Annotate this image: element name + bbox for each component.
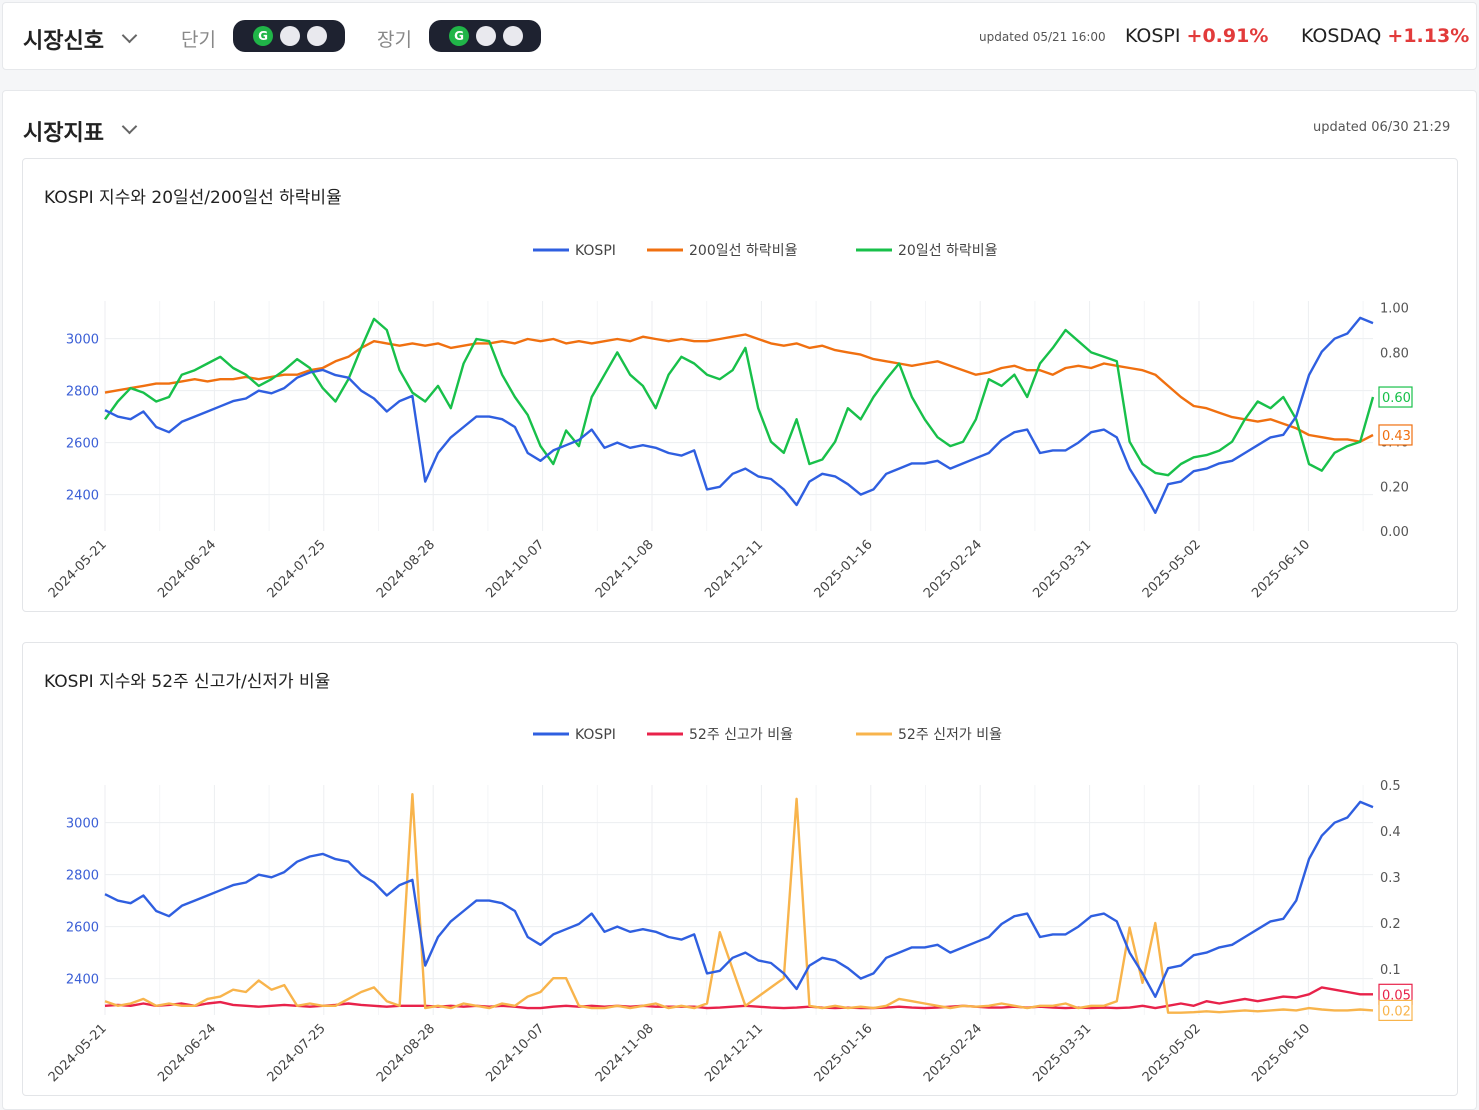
x-tick-label: 2024-05-21 [46,537,110,601]
legend-entry: 200일선 하락비율 [689,243,798,259]
y-right-tick-label: 0.20 [1380,480,1409,495]
x-tick-label: 2025-01-16 [812,1021,876,1085]
y-left-tick-label: 2400 [66,489,99,504]
y-right-tick-label: 0.2 [1380,917,1401,932]
chart-ma-decline-ratio: KOSPI 지수와 20일선/200일선 하락비율 2024-05-21 2024… [22,158,1458,612]
y-left-tick-label: 2600 [66,921,99,936]
x-tick-label: 2024-11-08 [593,537,657,601]
x-tick-label: 2024-12-11 [702,537,766,601]
x-tick-label: 2024-06-24 [155,1021,219,1085]
series-line [104,986,1373,1010]
x-tick-label: 2025-01-16 [812,537,876,601]
y-left-tick-label: 2800 [66,385,99,400]
x-tick-label: 2025-03-31 [1030,537,1094,601]
y-right-tick-label: 0.5 [1380,779,1401,794]
y-right-tick-label: 0.00 [1380,525,1409,540]
y-right-tick-label: 0.1 [1380,963,1401,978]
kospi-change-value: +0.91% [1186,25,1269,47]
end-value-label: 0.60 [1382,391,1411,406]
x-tick-label: 2024-10-07 [483,1021,547,1085]
x-tick-label: 2025-03-31 [1030,1021,1094,1085]
kospi-name: KOSPI [1125,25,1181,47]
market-signal-bar: 시장신호 단기 G 장기 G updated 05/21 16:00 KOSPI… [2,2,1477,70]
indicators-updated: updated 06/30 21:29 [1313,120,1451,135]
x-tick-label: 2024-08-28 [374,1021,438,1085]
y-right-tick-label: 0.4 [1380,825,1401,840]
chevron-down-icon[interactable] [121,27,138,44]
x-tick-label: 2025-02-24 [921,537,985,601]
x-tick-label: 2024-05-21 [46,1021,110,1085]
legend-entry: 52주 신저가 비율 [898,727,1002,743]
short-term-traffic-light: G [233,20,345,52]
long-term-traffic-light: G [429,20,541,52]
signal-title: 시장신호 [23,29,104,54]
y-left-tick-label: 2400 [66,973,99,988]
y-right-tick-label: 0.3 [1380,871,1401,886]
kosdaq-change-value: +1.13% [1387,25,1470,47]
off-light-icon [503,26,523,46]
x-tick-label: 2024-12-11 [702,1021,766,1085]
end-value-label: 0.02 [1382,1004,1411,1019]
x-tick-label: 2024-06-24 [155,537,219,601]
y-right-tick-label: 0.80 [1380,346,1409,361]
kosdaq-change: KOSDAQ +1.13% [1301,25,1469,47]
y-left-tick-label: 2600 [66,437,99,452]
end-value-label: 0.05 [1382,988,1411,1003]
series-line [104,800,1374,998]
series-line [104,316,1374,514]
legend-entry: KOSPI [575,727,616,743]
y-left-tick-label: 3000 [66,333,99,348]
x-tick-label: 2024-08-28 [374,537,438,601]
green-light-icon: G [449,26,469,46]
x-tick-label: 2025-06-10 [1249,537,1313,601]
chart-title: KOSPI 지수와 52주 신고가/신저가 비율 [44,672,331,692]
x-tick-label: 2024-11-08 [593,1021,657,1085]
x-tick-label: 2025-02-24 [921,1021,985,1085]
end-value-box [1378,999,1413,1021]
y-left-tick-label: 2800 [66,869,99,884]
y-right-tick-label: 1.00 [1380,302,1409,317]
off-light-icon [307,26,327,46]
off-light-icon [280,26,300,46]
end-value-label: 0.43 [1382,429,1411,444]
legend-entry: KOSPI [575,243,616,259]
x-tick-label: 2024-07-25 [265,1021,329,1085]
x-tick-label: 2025-05-02 [1140,537,1204,601]
indicators-title: 시장지표 [23,121,104,146]
kospi-change: KOSPI +0.91% [1125,25,1268,47]
off-light-icon [476,26,496,46]
end-value-box [1378,386,1413,408]
chart-svg[interactable]: 2024-05-21 2024-06-24 2024-07-25 2024-08-28… [23,643,1457,1095]
x-tick-label: 2024-07-25 [265,537,329,601]
end-value-box [1378,424,1413,446]
x-tick-label: 2025-05-02 [1140,1021,1204,1085]
chevron-down-icon[interactable] [121,118,138,135]
x-tick-label: 2024-10-07 [483,537,547,601]
kosdaq-name: KOSDAQ [1301,25,1382,47]
green-light-icon: G [253,26,273,46]
x-tick-label: 2025-06-10 [1249,1021,1313,1085]
long-term-label: 장기 [377,29,412,51]
chart-52week-high-low: KOSPI 지수와 52주 신고가/신저가 비율 2024-05-21 2024-… [22,642,1458,1096]
legend-entry: 20일선 하락비율 [898,243,998,259]
series-line [104,333,1374,443]
short-term-label: 단기 [181,29,216,51]
y-left-tick-label: 3000 [66,817,99,832]
signal-updated: updated 05/21 16:00 [979,30,1106,44]
series-line [104,317,1375,477]
chart-svg[interactable]: 2024-05-21 2024-06-24 2024-07-25 2024-08-28… [23,159,1457,611]
series-line [104,793,1374,1014]
legend-entry: 52주 신고가 비율 [689,727,793,743]
chart-title: KOSPI 지수와 20일선/200일선 하락비율 [44,188,342,208]
